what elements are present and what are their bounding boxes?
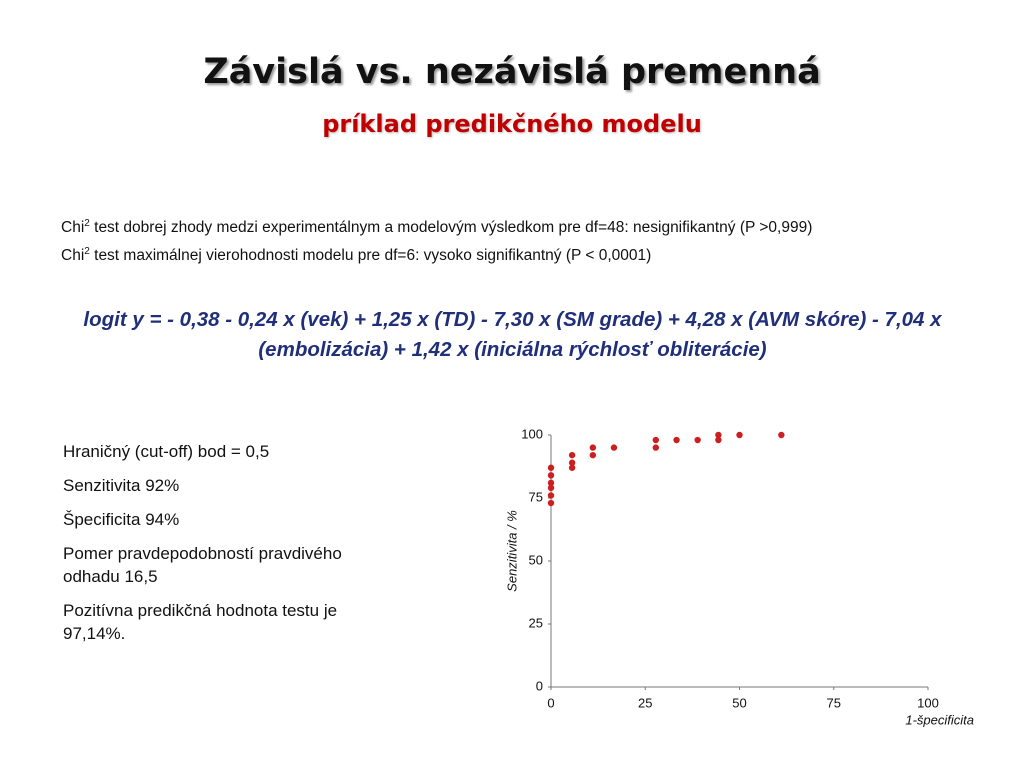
y-tick-label: 0 (536, 678, 543, 693)
test-line: Chi2 test dobrej zhody medzi experimentá… (61, 218, 812, 237)
point (589, 444, 597, 451)
x-axis-label: 1-špecificita (905, 712, 974, 727)
x-tick-label: 75 (827, 695, 841, 710)
bullet: Senzitivita 92% (63, 476, 180, 495)
point (715, 436, 722, 444)
text: Chi (61, 247, 85, 265)
point (673, 436, 680, 444)
bullet: Pomer pravdepodobností pravdivého odhadu… (63, 544, 342, 586)
text: Chi (61, 219, 85, 237)
bullet-list: Hraničný (cut-off) bod = 0,5 Senzitivita… (63, 440, 353, 656)
superscript: 2 (84, 246, 90, 257)
x-tick-label: 100 (917, 695, 939, 710)
point (694, 436, 701, 444)
slide-subtitle: príklad predikčného modelu (322, 110, 702, 138)
y-tick-label: 25 (529, 615, 543, 630)
x-tick-label: 25 (638, 695, 652, 710)
point (547, 492, 555, 499)
y-tick-label: 100 (521, 426, 543, 441)
point (547, 479, 555, 487)
y-axis-label: Senzitivita / % (504, 510, 519, 592)
superscript: 2 (84, 218, 90, 229)
point (736, 431, 743, 439)
formula: logit y = - 0,38 - 0,24 x (vek) + 1,25 x… (83, 308, 942, 361)
bullet: Pozitívna predikčná hodnota testu je 97,… (63, 601, 338, 643)
point (568, 451, 576, 459)
point (547, 484, 555, 492)
y-tick-label: 75 (529, 489, 543, 504)
slide-title: Závislá vs. nezávislá premenná (203, 52, 821, 92)
point (610, 444, 618, 451)
text: test dobrej zhody medzi experimentálnym … (89, 219, 813, 237)
point (778, 431, 785, 439)
test-line: Chi2 test maximálnej vierohodnosti model… (61, 246, 651, 265)
point (547, 499, 555, 507)
bullet: Špecificita 94% (63, 510, 180, 529)
point (652, 444, 660, 451)
point (715, 431, 722, 439)
point (589, 451, 597, 459)
point (652, 436, 660, 444)
text: test maximálnej vierohodnosti modelu pre… (89, 247, 652, 265)
x-tick-label: 0 (547, 695, 554, 710)
point (547, 472, 555, 479)
point (568, 464, 576, 471)
bullet: Hraničný (cut-off) bod = 0,5 (63, 442, 270, 461)
x-tick-label: 50 (732, 695, 746, 710)
point (547, 464, 555, 471)
y-tick-label: 50 (529, 552, 543, 567)
point (568, 459, 576, 466)
